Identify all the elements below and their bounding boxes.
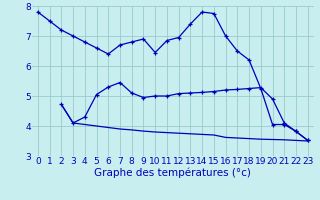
X-axis label: Graphe des températures (°c): Graphe des températures (°c) (94, 167, 251, 178)
